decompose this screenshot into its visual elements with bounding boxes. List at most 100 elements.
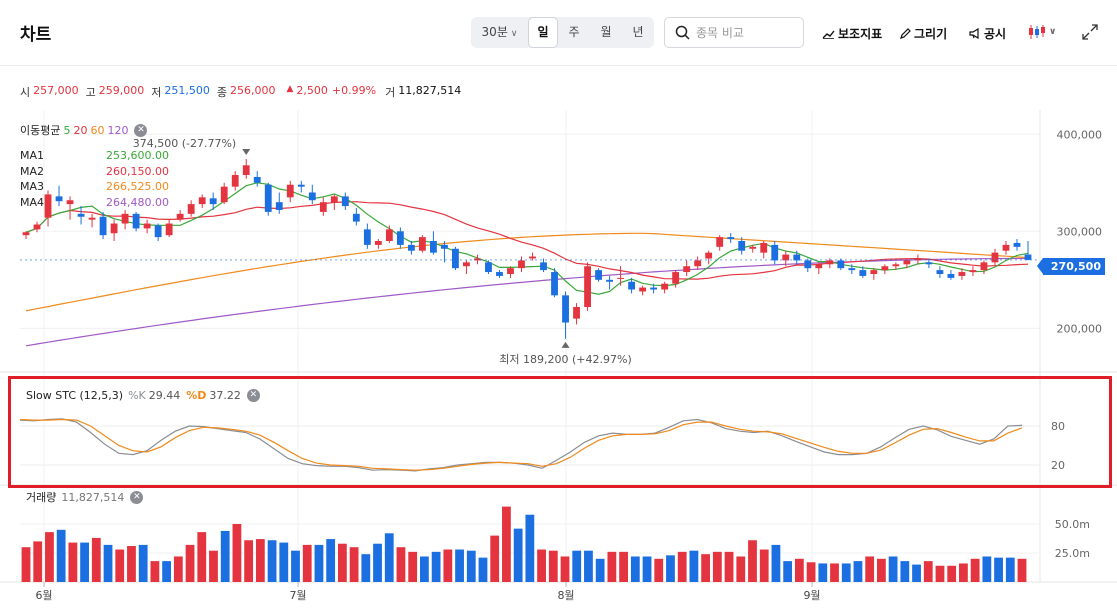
candle-body [418, 237, 426, 251]
candle-body [584, 266, 591, 307]
period-week-button[interactable]: 주 [568, 25, 580, 39]
candle-body [286, 184, 294, 198]
volume-bar [150, 561, 160, 582]
fullscreen-button[interactable] [1082, 24, 1098, 40]
volume-bar [361, 554, 371, 582]
volume-bar [326, 539, 336, 582]
indicator-button[interactable]: 보조지표 [822, 25, 882, 42]
candle-body [474, 258, 481, 261]
chart-type-button[interactable]: ∨ [1028, 24, 1056, 40]
low-annotation: 최저 189,200 (+42.97%) [499, 353, 631, 366]
candle-body [903, 260, 911, 265]
change-percent: +0.99% [331, 84, 377, 97]
volume-bar [220, 530, 230, 582]
candle-body [264, 184, 272, 212]
period-day-button[interactable]: 일 [528, 17, 558, 48]
volume-bar [689, 550, 699, 582]
stc-legend: Slow STC (12,5,3) %K 29.44 %D 37.22 ✕ [26, 389, 260, 402]
compare-search-input[interactable] [696, 25, 796, 40]
volume-bar [724, 551, 734, 582]
candle-body [804, 260, 812, 269]
chevron-down-icon: ∨ [510, 29, 518, 39]
ma120-line [25, 257, 1028, 347]
close-icon[interactable]: ✕ [246, 389, 260, 402]
low-label: 저 [151, 86, 162, 99]
volume-bar [876, 558, 886, 582]
ma4-name: MA4 [20, 195, 45, 209]
volume-bar [173, 556, 183, 582]
volume-bar [923, 561, 933, 582]
candle-body [396, 231, 404, 245]
volume-bar [502, 506, 511, 582]
volume-bar [384, 533, 394, 582]
notice-label: 공시 [984, 27, 1007, 41]
volume-bar [21, 547, 31, 582]
candle-body [892, 264, 900, 267]
interval-dropdown-label: 30분 [481, 25, 508, 39]
volume-bar [115, 549, 125, 582]
notice-button[interactable]: 공시 [969, 25, 1006, 42]
candle-body [66, 200, 74, 205]
page-title: 차트 [20, 25, 52, 45]
volume-bar [970, 558, 980, 582]
volume-label: 거 [385, 86, 396, 99]
high-annotation: 374,500 (-27.77%) [133, 137, 236, 150]
search-icon [675, 25, 690, 40]
candle-body [33, 224, 41, 230]
candle-body [452, 248, 459, 269]
draw-label: 그리기 [914, 27, 948, 41]
stc-k-value: 29.44 [148, 389, 181, 402]
volume-bar [806, 562, 816, 582]
interval-dropdown[interactable]: 30분 ∨ [471, 17, 528, 48]
compare-search-box[interactable] [664, 17, 804, 48]
volume-bar [1005, 557, 1015, 582]
candle-body [441, 244, 448, 249]
month-label: 6월 [35, 589, 52, 602]
candle-body [88, 217, 96, 220]
volume-bar [255, 539, 265, 582]
volume-bar [396, 547, 406, 582]
current-price-tag: 270,500 [1037, 258, 1105, 275]
close-icon[interactable]: ✕ [130, 490, 144, 504]
candle-body [826, 260, 834, 265]
close-icon[interactable]: ✕ [134, 123, 148, 137]
candle-body [914, 258, 922, 261]
ma4-value: 264,480.00 [106, 195, 169, 209]
candle-body [143, 223, 151, 229]
volume-bar [420, 556, 429, 582]
candle-body [1024, 254, 1032, 260]
candle-body [22, 232, 30, 236]
ma4-row: MA4 264,480.00 [20, 195, 169, 211]
volume-bar [443, 549, 453, 582]
candle-body [496, 272, 503, 276]
stc-tick-label: 20 [1051, 459, 1065, 472]
candle-body [738, 241, 746, 251]
period-month-button[interactable]: 월 [600, 25, 612, 39]
low-value: 251,500 [164, 84, 210, 97]
change-value: 2,500 [296, 84, 328, 97]
candle-body [176, 213, 184, 220]
candle-body [661, 283, 669, 290]
volume-bar [900, 561, 910, 582]
volume-bar [314, 544, 324, 582]
expand-icon [1082, 24, 1098, 40]
volume-bar [279, 542, 289, 582]
month-label: 8월 [557, 589, 574, 602]
candle-body [99, 216, 107, 236]
volume-bar [654, 558, 664, 582]
period-year-button[interactable]: 년 [632, 25, 644, 39]
volume-bar [912, 564, 921, 582]
volume-bar [80, 542, 89, 582]
high-label: 고 [85, 86, 96, 99]
candle-body [330, 196, 338, 203]
ma60-line [25, 232, 1029, 312]
draw-button[interactable]: 그리기 [900, 25, 947, 42]
ma2-row: MA2 260,150.00 [20, 164, 169, 180]
volume-bar [595, 558, 605, 582]
ma20-period: 20 [73, 123, 88, 137]
volume-bar [830, 563, 839, 582]
volume-bar [794, 558, 804, 582]
stc-k-label: %K [128, 389, 146, 402]
volume-bar [818, 563, 828, 582]
